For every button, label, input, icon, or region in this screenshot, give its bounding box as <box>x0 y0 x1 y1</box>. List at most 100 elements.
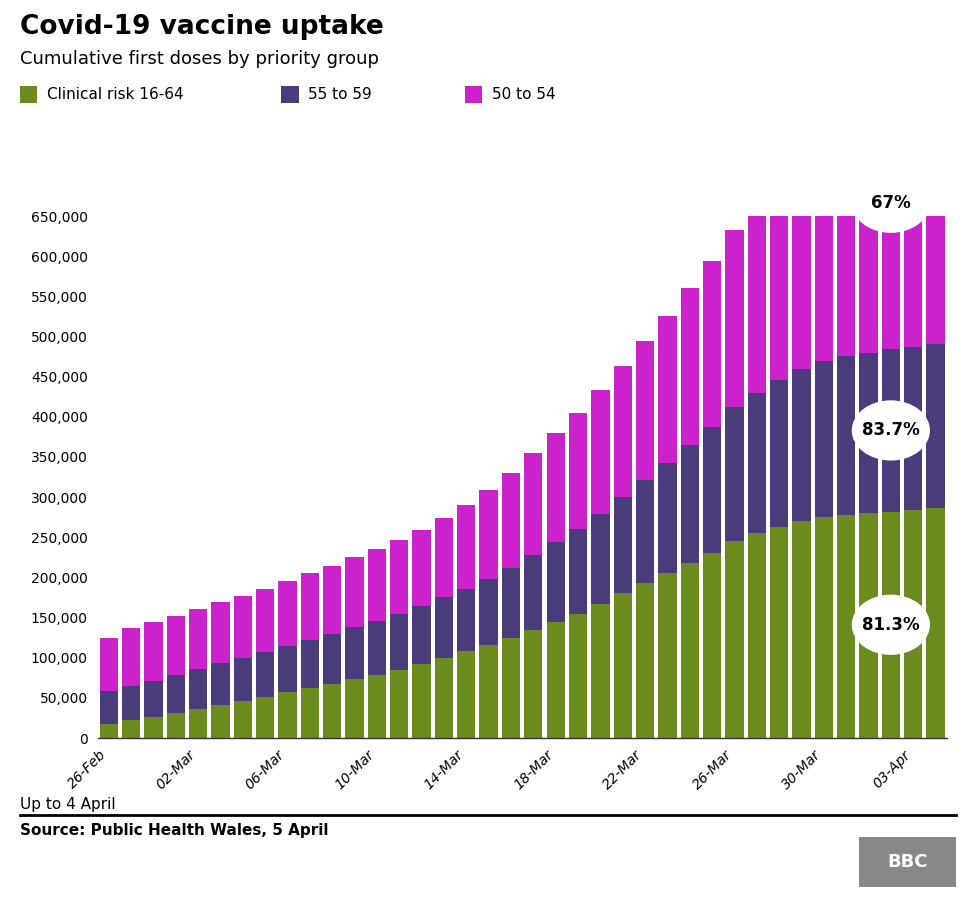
Bar <box>122 686 141 720</box>
Bar <box>859 82 877 353</box>
Bar <box>614 366 631 497</box>
Bar <box>233 701 252 738</box>
Bar <box>770 380 789 526</box>
Bar <box>233 596 252 658</box>
Bar <box>100 724 118 738</box>
Bar <box>189 709 207 738</box>
Bar <box>502 473 520 568</box>
Bar <box>636 481 654 583</box>
Bar <box>881 349 900 511</box>
Text: 83.7%: 83.7% <box>862 421 919 439</box>
Bar <box>524 555 543 630</box>
Bar <box>904 32 922 346</box>
Bar <box>233 658 252 701</box>
Bar <box>793 521 811 738</box>
Bar <box>457 652 475 738</box>
Bar <box>658 573 676 738</box>
Bar <box>547 542 565 622</box>
Bar <box>301 640 319 688</box>
Bar <box>725 407 744 541</box>
Bar <box>502 568 520 637</box>
Bar <box>479 644 498 738</box>
Text: Source: Public Health Wales, 5 April: Source: Public Health Wales, 5 April <box>20 824 328 839</box>
Bar <box>815 128 833 361</box>
Bar <box>167 616 185 675</box>
Bar <box>413 664 430 738</box>
Bar <box>680 445 699 562</box>
Bar <box>323 566 342 634</box>
Bar <box>144 623 163 681</box>
Bar <box>479 490 498 579</box>
Bar <box>748 204 766 392</box>
Bar <box>793 152 811 369</box>
Bar <box>881 56 900 349</box>
Bar <box>748 392 766 533</box>
Bar <box>926 508 945 738</box>
Bar <box>569 413 588 529</box>
Bar <box>502 637 520 738</box>
Bar <box>703 428 721 554</box>
Bar <box>547 433 565 542</box>
Bar <box>770 176 789 380</box>
Bar <box>904 510 922 738</box>
Bar <box>212 602 229 663</box>
Bar <box>278 692 297 738</box>
Bar <box>680 288 699 445</box>
Bar <box>278 580 297 645</box>
Bar <box>725 541 744 738</box>
Bar <box>212 663 229 705</box>
Bar <box>703 261 721 428</box>
Text: 55 to 59: 55 to 59 <box>308 87 372 102</box>
Bar <box>569 614 588 738</box>
Bar <box>547 622 565 738</box>
Bar <box>837 515 855 738</box>
Bar <box>569 529 588 614</box>
Bar <box>144 717 163 738</box>
Text: Clinical risk 16-64: Clinical risk 16-64 <box>47 87 183 102</box>
Bar <box>368 675 386 738</box>
Bar <box>189 669 207 709</box>
Bar <box>278 645 297 692</box>
Bar <box>680 562 699 738</box>
Bar <box>167 713 185 738</box>
Bar <box>301 573 319 640</box>
Bar <box>256 652 274 697</box>
Bar <box>122 720 141 738</box>
Bar <box>323 634 342 684</box>
Bar <box>368 621 386 675</box>
Text: 67%: 67% <box>871 194 911 212</box>
Bar <box>346 680 364 738</box>
Bar <box>859 353 877 513</box>
Bar <box>614 593 631 738</box>
Bar <box>815 518 833 738</box>
Ellipse shape <box>852 400 930 461</box>
Bar <box>368 549 386 621</box>
Bar <box>189 608 207 669</box>
Bar <box>390 540 408 614</box>
Ellipse shape <box>852 595 930 655</box>
Text: Covid-19 vaccine uptake: Covid-19 vaccine uptake <box>20 14 384 40</box>
Bar <box>636 583 654 738</box>
Bar <box>212 705 229 738</box>
Text: Cumulative first doses by priority group: Cumulative first doses by priority group <box>20 50 379 68</box>
Bar <box>346 627 364 680</box>
Bar <box>591 514 610 604</box>
Bar <box>144 681 163 717</box>
Bar <box>524 630 543 738</box>
Bar <box>301 688 319 738</box>
Bar <box>837 104 855 356</box>
Text: 81.3%: 81.3% <box>862 616 919 634</box>
Bar <box>636 341 654 481</box>
Bar <box>390 614 408 670</box>
Ellipse shape <box>852 173 930 233</box>
Bar <box>926 345 945 508</box>
Bar <box>793 369 811 521</box>
Bar <box>614 497 631 593</box>
Bar <box>167 675 185 713</box>
Bar <box>434 658 453 738</box>
Text: Up to 4 April: Up to 4 April <box>20 796 115 812</box>
Bar <box>479 579 498 644</box>
Bar <box>725 230 744 407</box>
Bar <box>658 464 676 573</box>
Bar <box>434 518 453 598</box>
